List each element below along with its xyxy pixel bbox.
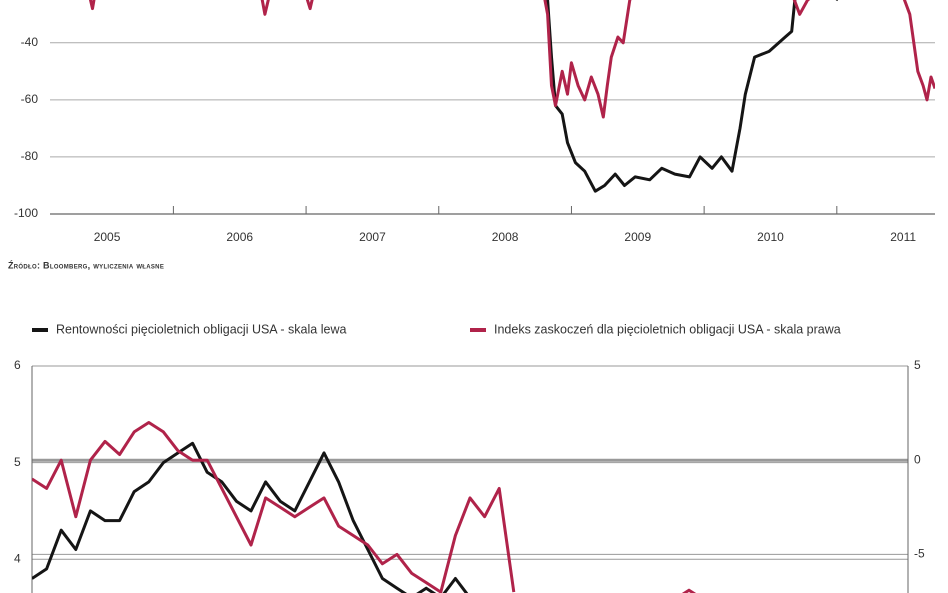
- legend-label: Rentowności pięcioletnich obligacji USA …: [56, 322, 346, 336]
- y-tick-label: 4: [14, 551, 21, 565]
- x-tick-label: 2006: [226, 230, 253, 244]
- y-tick-label: -100: [14, 206, 38, 220]
- y2-tick-label: 0: [914, 452, 921, 466]
- legend-label: Indeks zaskoczeń dla pięcioletnich oblig…: [494, 322, 841, 336]
- series-line: [32, 441, 469, 593]
- y-tick-label: 6: [14, 358, 21, 372]
- x-tick-label: 2009: [624, 230, 651, 244]
- x-tick-label: 2008: [492, 230, 519, 244]
- series-line: [88, 0, 935, 119]
- series-line: [32, 421, 697, 593]
- y2-tick-label: 5: [914, 358, 921, 372]
- y2-tick-label: -5: [914, 547, 925, 561]
- x-tick-label: 2011: [890, 230, 916, 244]
- y-tick-label: -40: [21, 35, 39, 49]
- x-tick-label: 2010: [757, 230, 784, 244]
- x-tick-label: 2007: [359, 230, 386, 244]
- y-tick-label: -60: [21, 92, 39, 106]
- y-tick-label: 5: [14, 455, 21, 469]
- series-line: [546, 0, 839, 193]
- source-note: Źródło: Bloomberg, wyliczenia własne: [8, 260, 164, 270]
- y-tick-label: -80: [21, 149, 39, 163]
- x-tick-label: 2005: [94, 230, 121, 244]
